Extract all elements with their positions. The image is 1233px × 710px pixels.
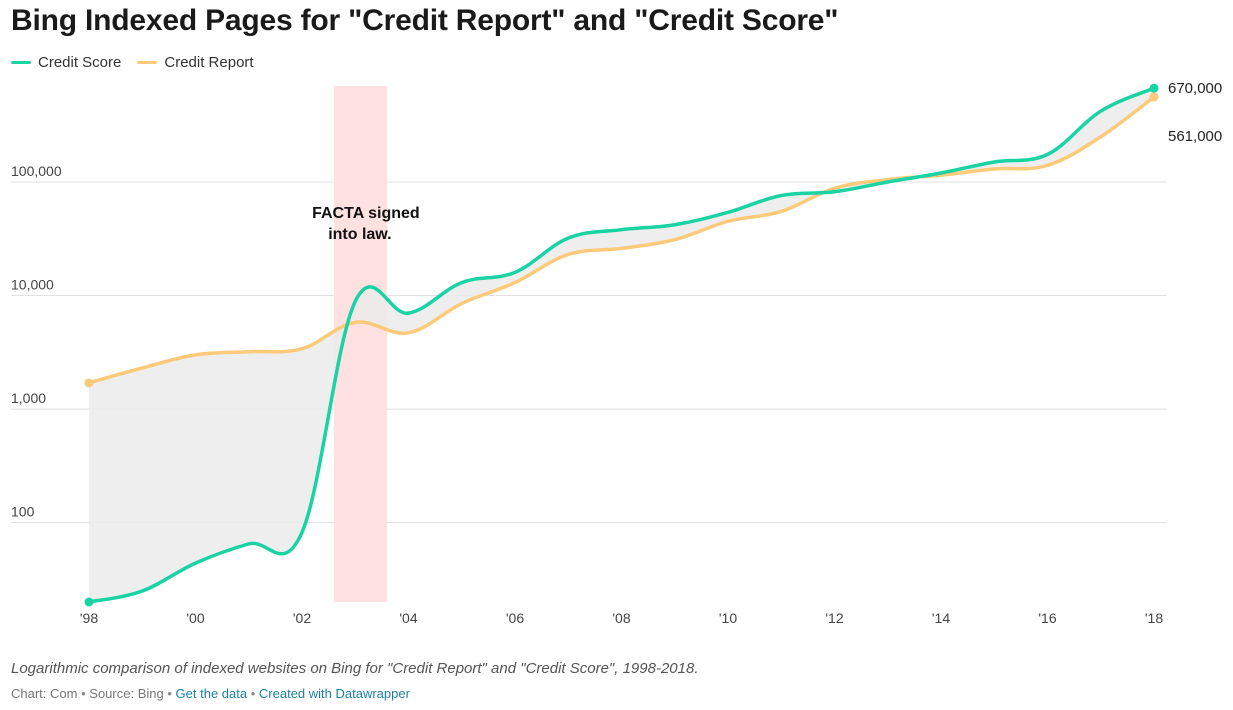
chart-description: Logarithmic comparison of indexed websit… [11, 660, 699, 677]
x-tick-label: '04 [399, 610, 417, 626]
x-tick-label: '10 [719, 610, 737, 626]
chart-title: Bing Indexed Pages for "Credit Report" a… [11, 4, 839, 37]
line-chart: 100 1,000 10,000 100,000 670,000 561,000 '98 '0… [11, 80, 1222, 626]
chart-footer: Chart: Com • Source: Bing • Get the data… [11, 686, 410, 701]
y-tick-label: 100 [11, 504, 35, 520]
footer-separator: • [250, 686, 256, 701]
chart-source: Source: Bing [89, 686, 164, 701]
annotation-line: into law. [328, 226, 391, 243]
legend-item-credit-score: Credit Score [11, 54, 121, 71]
end-point-credit-score [1149, 83, 1159, 93]
start-point-credit-report [84, 378, 94, 388]
y-tick-label: 10,000 [11, 277, 54, 293]
legend-label-credit-report: Credit Report [164, 54, 254, 71]
legend-swatch-credit-report [137, 61, 158, 64]
start-point-credit-score [84, 597, 94, 607]
x-tick-label: '18 [1145, 610, 1163, 626]
y-tick-label: 1,000 [11, 390, 46, 406]
facta-annotation: FACTA signed into law. [312, 205, 420, 243]
x-tick-label: '12 [825, 610, 843, 626]
created-with-datawrapper-link[interactable]: Created with Datawrapper [258, 686, 410, 701]
legend-label-credit-score: Credit Score [38, 54, 122, 71]
end-label-credit-score: 670,000 [1168, 80, 1222, 97]
get-the-data-link[interactable]: Get the data [175, 686, 248, 701]
footer-separator: • [81, 686, 86, 701]
x-tick-label: '14 [932, 610, 950, 626]
x-tick-label: '00 [186, 610, 204, 626]
legend-item-credit-report: Credit Report [137, 54, 254, 71]
legend-swatch-credit-score [11, 61, 31, 64]
chart-credit: Chart: Com [11, 686, 78, 701]
series-gap-area [89, 88, 1154, 603]
x-tick-label: '08 [612, 610, 630, 626]
series-line-credit-report [87, 95, 1156, 385]
end-label-credit-report: 561,000 [1168, 128, 1222, 145]
x-tick-label: '02 [293, 610, 311, 626]
y-tick-label: 100,000 [11, 163, 62, 179]
x-tick-label: '16 [1038, 610, 1056, 626]
x-tick-label: '06 [506, 610, 524, 626]
chart-legend: Credit Score Credit Report [11, 54, 270, 71]
footer-separator: • [167, 686, 172, 701]
annotation-line: FACTA signed [312, 205, 420, 222]
x-tick-label: '98 [80, 610, 98, 626]
series-line-credit-score [87, 86, 1156, 604]
end-point-credit-report [1149, 92, 1159, 102]
